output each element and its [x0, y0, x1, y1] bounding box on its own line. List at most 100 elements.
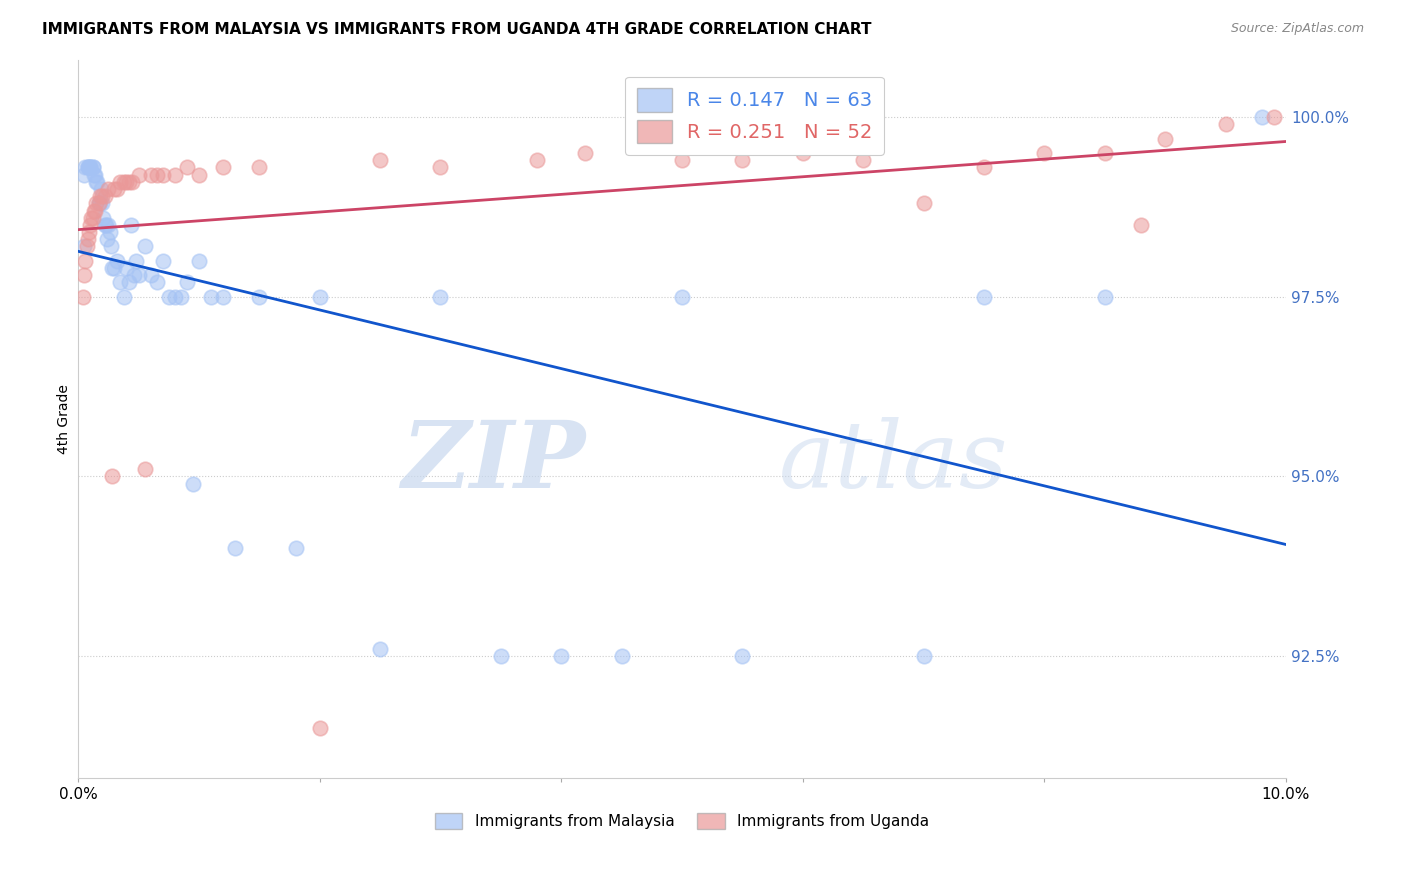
- Point: [93, 218, 115, 232]
- Point: [122, 268, 145, 283]
- Point: [96, 232, 118, 246]
- Point: [852, 153, 875, 168]
- Point: [97, 218, 120, 232]
- Text: atlas: atlas: [779, 417, 1008, 507]
- Point: [87, 196, 110, 211]
- Point: [76, 239, 98, 253]
- Point: [212, 161, 235, 175]
- Point: [76, 232, 98, 246]
- Point: [224, 541, 246, 556]
- Point: [79, 161, 101, 175]
- Point: [139, 268, 162, 283]
- Point: [284, 541, 307, 556]
- Point: [610, 648, 633, 663]
- Point: [110, 175, 132, 189]
- Point: [125, 253, 148, 268]
- Point: [973, 161, 995, 175]
- Point: [1094, 146, 1116, 161]
- Point: [152, 253, 174, 268]
- Point: [1033, 146, 1056, 161]
- Point: [187, 168, 209, 182]
- Y-axis label: 4th Grade: 4th Grade: [58, 384, 72, 454]
- Point: [429, 290, 451, 304]
- Point: [308, 290, 330, 304]
- Point: [157, 290, 180, 304]
- Point: [120, 218, 142, 232]
- Point: [308, 721, 330, 735]
- Point: [101, 260, 124, 275]
- Point: [973, 290, 995, 304]
- Point: [731, 648, 754, 663]
- Point: [77, 225, 100, 239]
- Point: [526, 153, 548, 168]
- Point: [731, 153, 754, 168]
- Point: [112, 175, 135, 189]
- Point: [176, 276, 198, 290]
- Point: [73, 239, 96, 253]
- Point: [100, 239, 122, 253]
- Point: [80, 211, 103, 225]
- Point: [163, 168, 186, 182]
- Point: [73, 168, 96, 182]
- Point: [212, 290, 235, 304]
- Point: [134, 462, 156, 476]
- Point: [84, 175, 107, 189]
- Point: [90, 182, 112, 196]
- Point: [118, 276, 141, 290]
- Point: [91, 196, 114, 211]
- Point: [84, 203, 107, 218]
- Point: [103, 260, 125, 275]
- Point: [1263, 110, 1285, 124]
- Text: Source: ZipAtlas.com: Source: ZipAtlas.com: [1230, 22, 1364, 36]
- Point: [76, 161, 98, 175]
- Point: [912, 648, 935, 663]
- Text: IMMIGRANTS FROM MALAYSIA VS IMMIGRANTS FROM UGANDA 4TH GRADE CORRELATION CHART: IMMIGRANTS FROM MALAYSIA VS IMMIGRANTS F…: [42, 22, 872, 37]
- Point: [79, 161, 101, 175]
- Point: [170, 290, 193, 304]
- Point: [83, 168, 105, 182]
- Point: [93, 211, 115, 225]
- Point: [115, 175, 138, 189]
- Point: [82, 161, 104, 175]
- Point: [145, 168, 167, 182]
- Point: [368, 153, 391, 168]
- Point: [187, 253, 209, 268]
- Point: [82, 211, 104, 225]
- Point: [128, 268, 150, 283]
- Point: [1250, 110, 1272, 124]
- Point: [121, 175, 143, 189]
- Point: [1215, 117, 1237, 131]
- Point: [77, 161, 100, 175]
- Point: [1130, 218, 1153, 232]
- Point: [181, 476, 204, 491]
- Point: [912, 196, 935, 211]
- Point: [247, 290, 270, 304]
- Point: [110, 276, 132, 290]
- Point: [118, 175, 141, 189]
- Point: [176, 161, 198, 175]
- Point: [73, 268, 96, 283]
- Point: [163, 290, 186, 304]
- Point: [200, 290, 222, 304]
- Point: [247, 161, 270, 175]
- Point: [91, 189, 114, 203]
- Text: ZIP: ZIP: [401, 417, 585, 507]
- Point: [79, 218, 101, 232]
- Point: [1094, 290, 1116, 304]
- Point: [84, 168, 107, 182]
- Point: [89, 189, 111, 203]
- Point: [671, 290, 693, 304]
- Point: [75, 253, 97, 268]
- Point: [97, 182, 120, 196]
- Point: [115, 260, 138, 275]
- Point: [1154, 131, 1177, 145]
- Point: [145, 276, 167, 290]
- Point: [368, 641, 391, 656]
- Point: [89, 196, 111, 211]
- Point: [574, 146, 596, 161]
- Point: [134, 239, 156, 253]
- Point: [101, 469, 124, 483]
- Legend: Immigrants from Malaysia, Immigrants from Uganda: Immigrants from Malaysia, Immigrants fro…: [429, 807, 935, 835]
- Point: [112, 290, 135, 304]
- Point: [72, 290, 94, 304]
